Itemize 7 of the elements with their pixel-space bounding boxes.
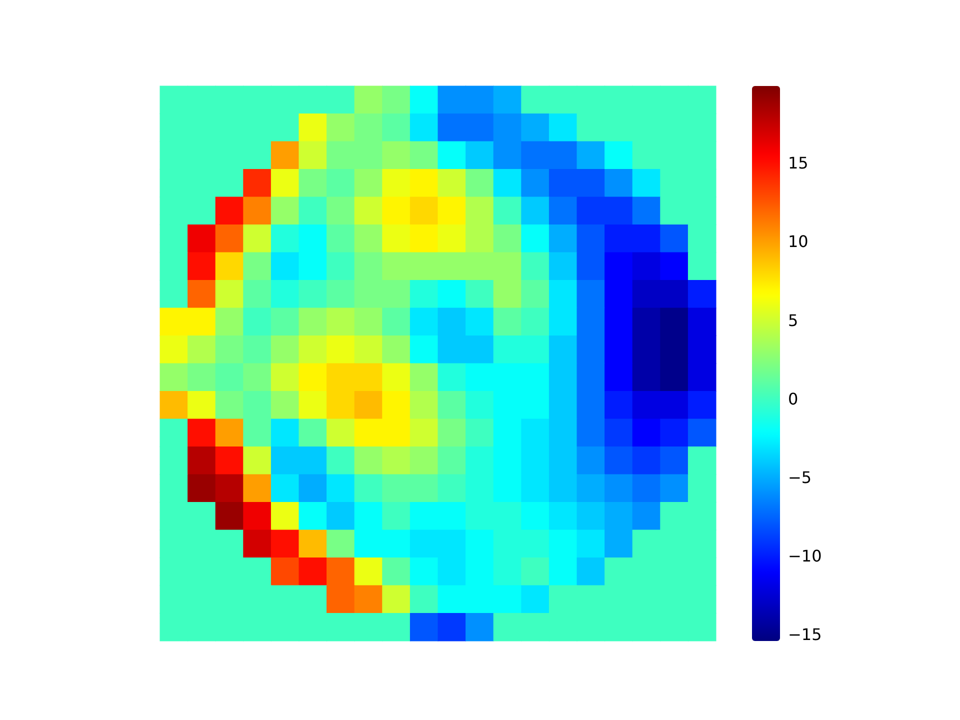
color-bar-label: 10 bbox=[788, 232, 808, 252]
color-bar-label: −5 bbox=[788, 468, 812, 487]
color-bar-label: 0 bbox=[788, 389, 798, 408]
color-bar-label: −15 bbox=[788, 625, 822, 644]
color-bar-label: −10 bbox=[788, 546, 822, 566]
color-bar-label: 5 bbox=[788, 310, 798, 330]
color-bar-label: 15 bbox=[788, 154, 808, 173]
